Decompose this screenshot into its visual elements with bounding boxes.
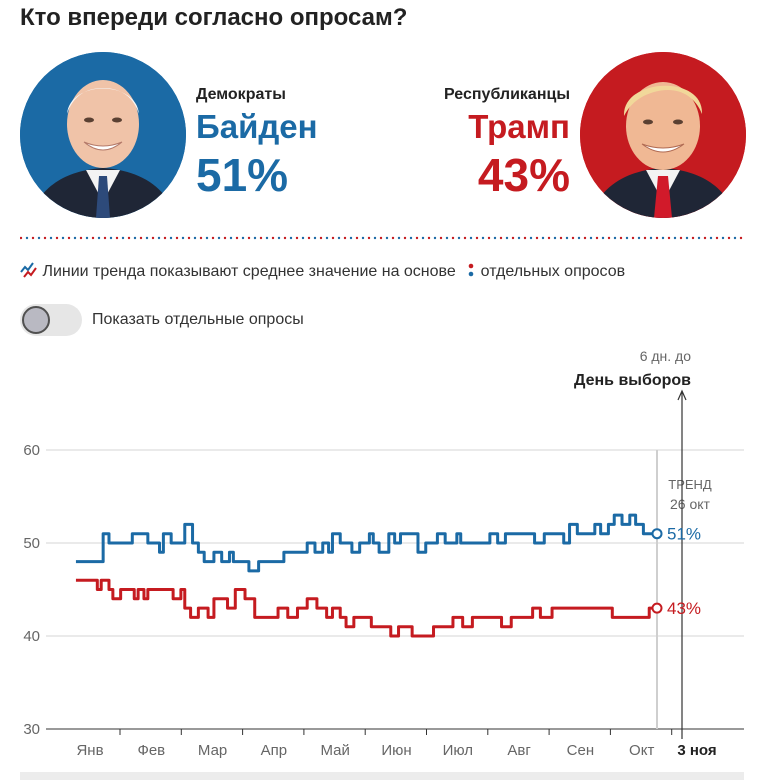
dem-candidate-percent: 51% [196, 149, 289, 201]
rep-candidate-name: Трамп [468, 108, 570, 145]
x-tick-label: Фев [137, 742, 165, 759]
rep-trend-line [75, 578, 657, 638]
x-tick-label: Окт [629, 742, 654, 759]
x-tick-label: 3 ноя [677, 742, 716, 759]
rep-end-marker [651, 602, 663, 614]
dotted-divider [20, 236, 744, 240]
show-polls-toggle[interactable] [20, 304, 82, 336]
trend-label: ТРЕНД [668, 477, 712, 492]
dem-end-label: 51% [667, 525, 701, 544]
election-countdown: 6 дн. до [640, 348, 692, 364]
page-title: Кто впереди согласно опросам? [20, 4, 408, 31]
x-tick-label: Авг [507, 742, 531, 759]
biden-portrait [20, 52, 186, 218]
y-tick-label: 30 [23, 721, 40, 738]
poll-dots-icon [468, 263, 474, 277]
x-tick-label: Янв [76, 742, 103, 759]
y-tick-label: 60 [23, 442, 40, 459]
y-tick-label: 50 [23, 535, 40, 552]
rep-end-label: 43% [667, 599, 701, 618]
x-tick-label: Май [321, 742, 350, 759]
toggle-knob [22, 306, 50, 334]
election-day-arrow [677, 389, 687, 401]
legend: Линии тренда показывают среднее значение… [20, 262, 625, 281]
election-day-label: День выборов [574, 372, 691, 389]
rep-candidate-percent: 43% [477, 149, 570, 201]
trend-date-label: 26 окт [670, 496, 711, 512]
dem-candidate-name: Байден [196, 108, 318, 145]
trump-portrait [580, 52, 746, 218]
show-polls-label: Показать отдельные опросы [92, 311, 304, 328]
x-tick-label: Сен [567, 742, 594, 759]
x-tick-label: Июл [443, 742, 473, 759]
y-tick-label: 40 [23, 628, 40, 645]
footer-bar [20, 772, 744, 780]
rep-party-label: Республиканцы [444, 86, 570, 103]
legend-polls-text: отдельных опросов [480, 263, 626, 280]
x-tick-label: Апр [261, 742, 287, 759]
legend-trend-text: Линии тренда показывают среднее значение… [42, 263, 456, 280]
x-tick-label: Июн [381, 742, 411, 759]
x-tick-label: Мар [198, 742, 227, 759]
trend-lines-icon [20, 262, 37, 278]
dem-party-label: Демократы [196, 86, 286, 103]
poll-trend-chart: 30 40 50 60 Янв Фев Мар Апр Май Июн Июл Авг Сен Окт 3 … [23, 348, 744, 759]
dem-trend-line [75, 513, 657, 573]
dem-end-marker [651, 528, 663, 540]
